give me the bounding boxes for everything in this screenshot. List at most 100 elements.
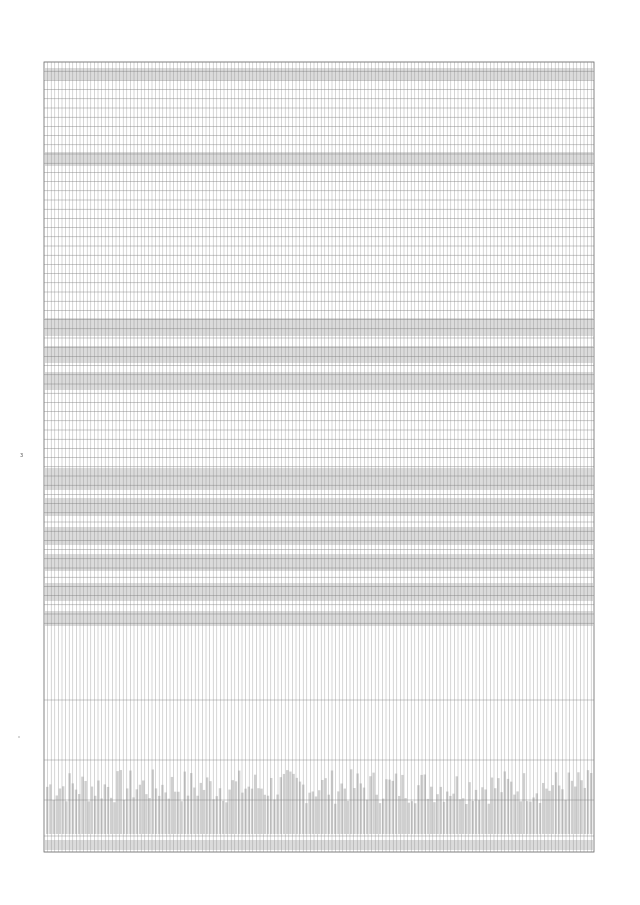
text-stack <box>58 788 62 834</box>
text-stack <box>401 774 404 834</box>
text-stack <box>362 787 366 834</box>
text-stack <box>49 784 52 834</box>
text-stack <box>314 796 318 834</box>
text-stack <box>510 781 513 834</box>
text-stack <box>372 772 375 834</box>
text-stack <box>308 792 311 834</box>
text-stack <box>484 789 487 834</box>
text-band <box>45 372 593 390</box>
text-stack <box>52 799 55 834</box>
text-stack <box>410 801 414 834</box>
text-stack <box>529 801 532 834</box>
text-stack <box>180 801 183 834</box>
text-stack <box>570 780 574 834</box>
text-stack <box>177 791 180 834</box>
text-stack <box>337 791 340 834</box>
text-stack <box>145 794 148 834</box>
text-stack <box>81 776 84 834</box>
text-band <box>45 152 593 166</box>
text-stack <box>270 777 273 834</box>
text-stack <box>519 801 522 834</box>
text-stack <box>465 803 468 834</box>
text-stack <box>228 789 231 834</box>
text-stack <box>199 782 202 834</box>
text-stack <box>305 803 308 834</box>
text-stack <box>254 774 257 834</box>
text-stack <box>148 798 151 834</box>
text-stack <box>404 798 407 834</box>
text-stack <box>321 779 324 834</box>
text-stack <box>407 802 410 834</box>
column-rules <box>43 62 592 852</box>
margin-marker: 3 <box>20 453 23 459</box>
text-band <box>45 527 593 545</box>
text-stack <box>583 787 586 834</box>
text-stack <box>218 788 222 834</box>
text-stack <box>327 794 330 834</box>
text-stack <box>154 788 158 834</box>
text-stack <box>382 798 385 834</box>
text-stack <box>196 795 199 834</box>
text-stack <box>138 784 142 834</box>
text-stack <box>113 802 116 834</box>
text-band <box>45 346 593 363</box>
text-stack <box>97 780 100 834</box>
text-stack <box>353 788 356 834</box>
text-stack <box>106 786 110 834</box>
text-stack <box>298 781 302 834</box>
text-stack <box>78 794 81 834</box>
text-stack <box>574 786 577 834</box>
text-stack <box>356 773 359 834</box>
text-stack <box>545 788 548 834</box>
text-stack <box>538 802 542 834</box>
text-stack <box>276 794 279 834</box>
text-band <box>45 468 593 490</box>
text-stack <box>110 797 113 834</box>
text-stack <box>506 778 510 834</box>
text-stack <box>577 772 580 834</box>
text-stack <box>455 776 458 834</box>
text-band <box>45 68 593 80</box>
text-stack <box>526 801 529 834</box>
text-stack <box>458 799 462 834</box>
text-stack <box>142 780 145 834</box>
text-stack <box>209 781 212 834</box>
text-stack <box>414 803 417 834</box>
text-stack <box>257 788 260 834</box>
text-stack <box>87 801 90 834</box>
text-stack <box>436 794 439 834</box>
text-stack <box>398 795 401 834</box>
text-stack <box>478 800 481 834</box>
text-stack <box>260 788 263 834</box>
text-stack <box>350 769 353 834</box>
text-stack <box>247 786 250 834</box>
text-stack <box>394 773 398 834</box>
text-stack <box>513 794 516 834</box>
text-stack <box>202 789 206 834</box>
text-stack <box>126 788 129 834</box>
text-stack <box>481 787 484 834</box>
text-stack <box>369 776 372 834</box>
text-stack <box>426 798 430 834</box>
text-stack <box>292 773 295 834</box>
text-stack <box>295 777 298 834</box>
text-stack <box>586 770 590 834</box>
text-stack <box>567 772 570 834</box>
text-stack <box>250 788 254 834</box>
text-stack <box>378 803 382 834</box>
text-stack <box>516 791 519 834</box>
text-stack <box>286 770 289 834</box>
text-stack <box>266 795 270 834</box>
text-stack <box>151 769 154 834</box>
text-stack <box>289 771 292 834</box>
text-stack <box>170 776 174 834</box>
text-stack <box>62 786 65 834</box>
text-stack <box>343 788 346 834</box>
text-stack <box>161 784 164 834</box>
text-stack <box>334 803 337 834</box>
text-stack <box>346 800 350 834</box>
text-stack <box>439 786 442 834</box>
text-stack <box>471 800 474 834</box>
text-stack <box>564 799 567 834</box>
